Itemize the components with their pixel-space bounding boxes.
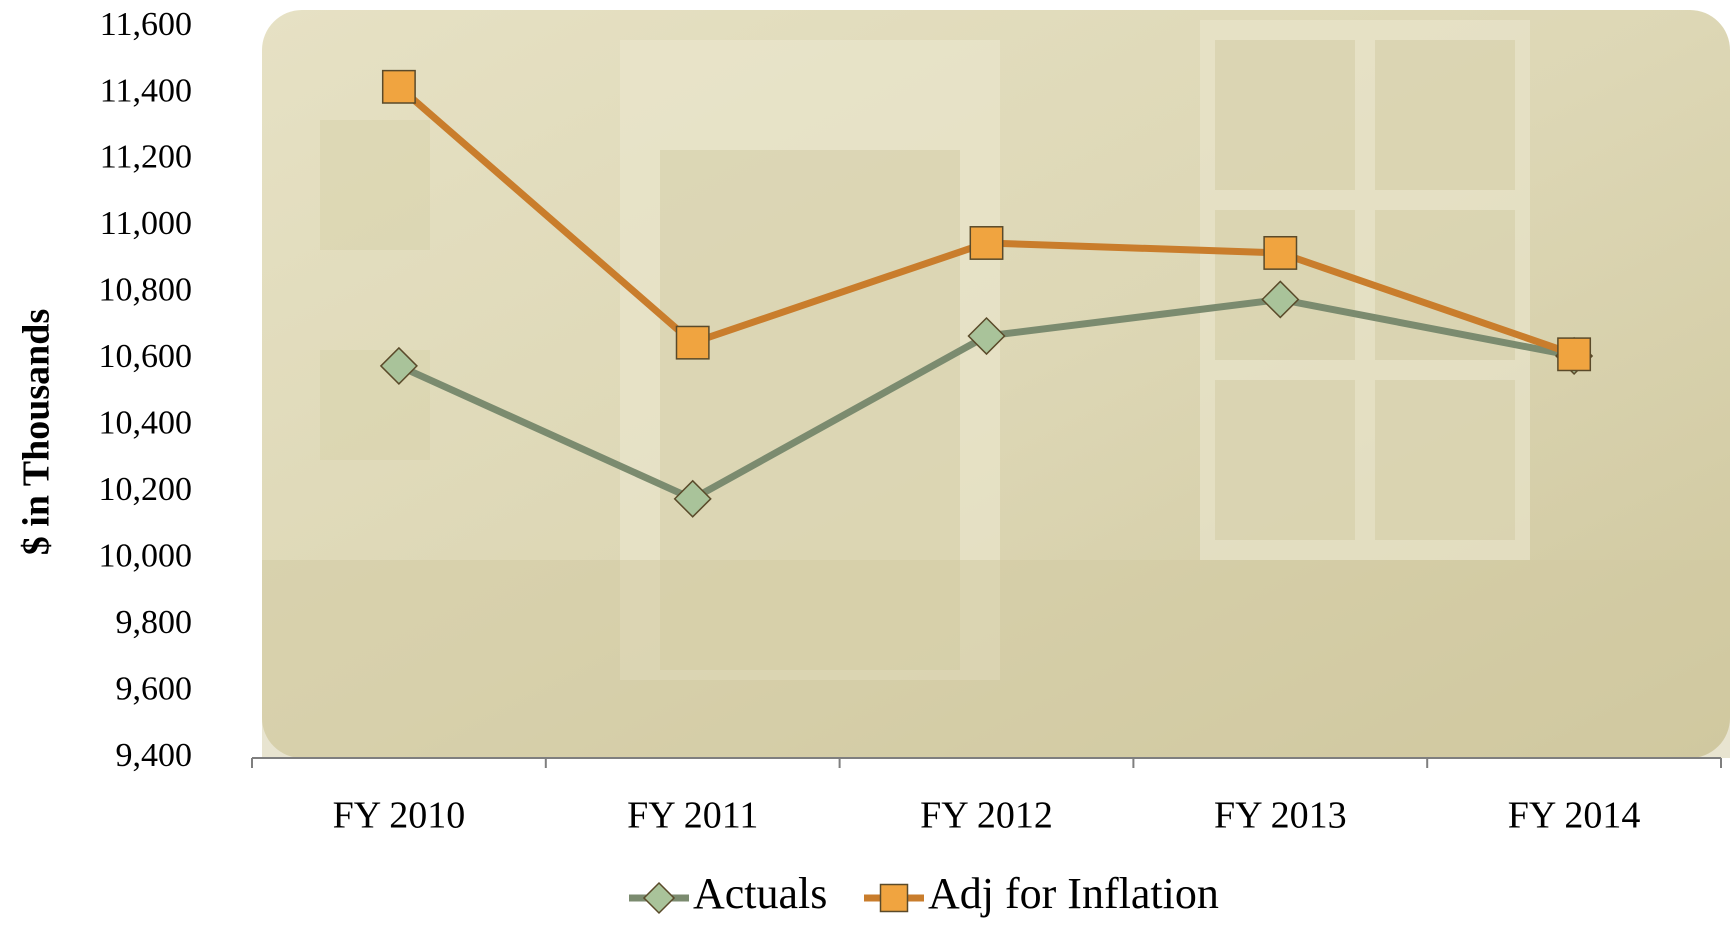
y-tick-label: 11,000 (100, 205, 192, 242)
data-point (675, 325, 710, 360)
x-tick-label: FY 2012 (920, 795, 1053, 837)
y-tick-label: 11,600 (100, 6, 192, 43)
x-tick-label: FY 2011 (627, 795, 758, 837)
data-point (969, 226, 1004, 260)
x-tick-label: FY 2014 (1508, 795, 1641, 837)
background-photo (262, 10, 1730, 758)
data-point (381, 69, 416, 104)
x-tick-label: FY 2010 (333, 795, 466, 837)
y-tick-label: 10,000 (99, 537, 193, 574)
y-tick-label: 9,800 (116, 604, 193, 641)
data-point (1263, 235, 1298, 270)
y-tick-label: 9,600 (116, 670, 193, 707)
data-point (379, 346, 418, 385)
y-tick-label: 10,800 (99, 272, 193, 309)
legend-marker (879, 883, 909, 913)
data-point (1261, 280, 1300, 319)
x-tick-label: FY 2013 (1214, 795, 1347, 837)
y-axis-title: $ in Thousands (16, 309, 58, 555)
legend-marker (642, 881, 676, 915)
data-point (1557, 337, 1592, 372)
legend-label: Actuals (693, 869, 827, 918)
y-tick-label: 9,400 (116, 737, 193, 774)
data-point (673, 479, 712, 518)
y-tick-label: 11,200 (100, 139, 192, 176)
data-point (967, 316, 1006, 356)
y-tick-label: 10,400 (99, 405, 193, 442)
legend-label: Adj for Inflation (928, 869, 1219, 918)
y-tick-label: 11,400 (100, 72, 192, 109)
y-tick-label: 10,200 (99, 471, 193, 508)
y-tick-label: 10,600 (99, 338, 193, 375)
